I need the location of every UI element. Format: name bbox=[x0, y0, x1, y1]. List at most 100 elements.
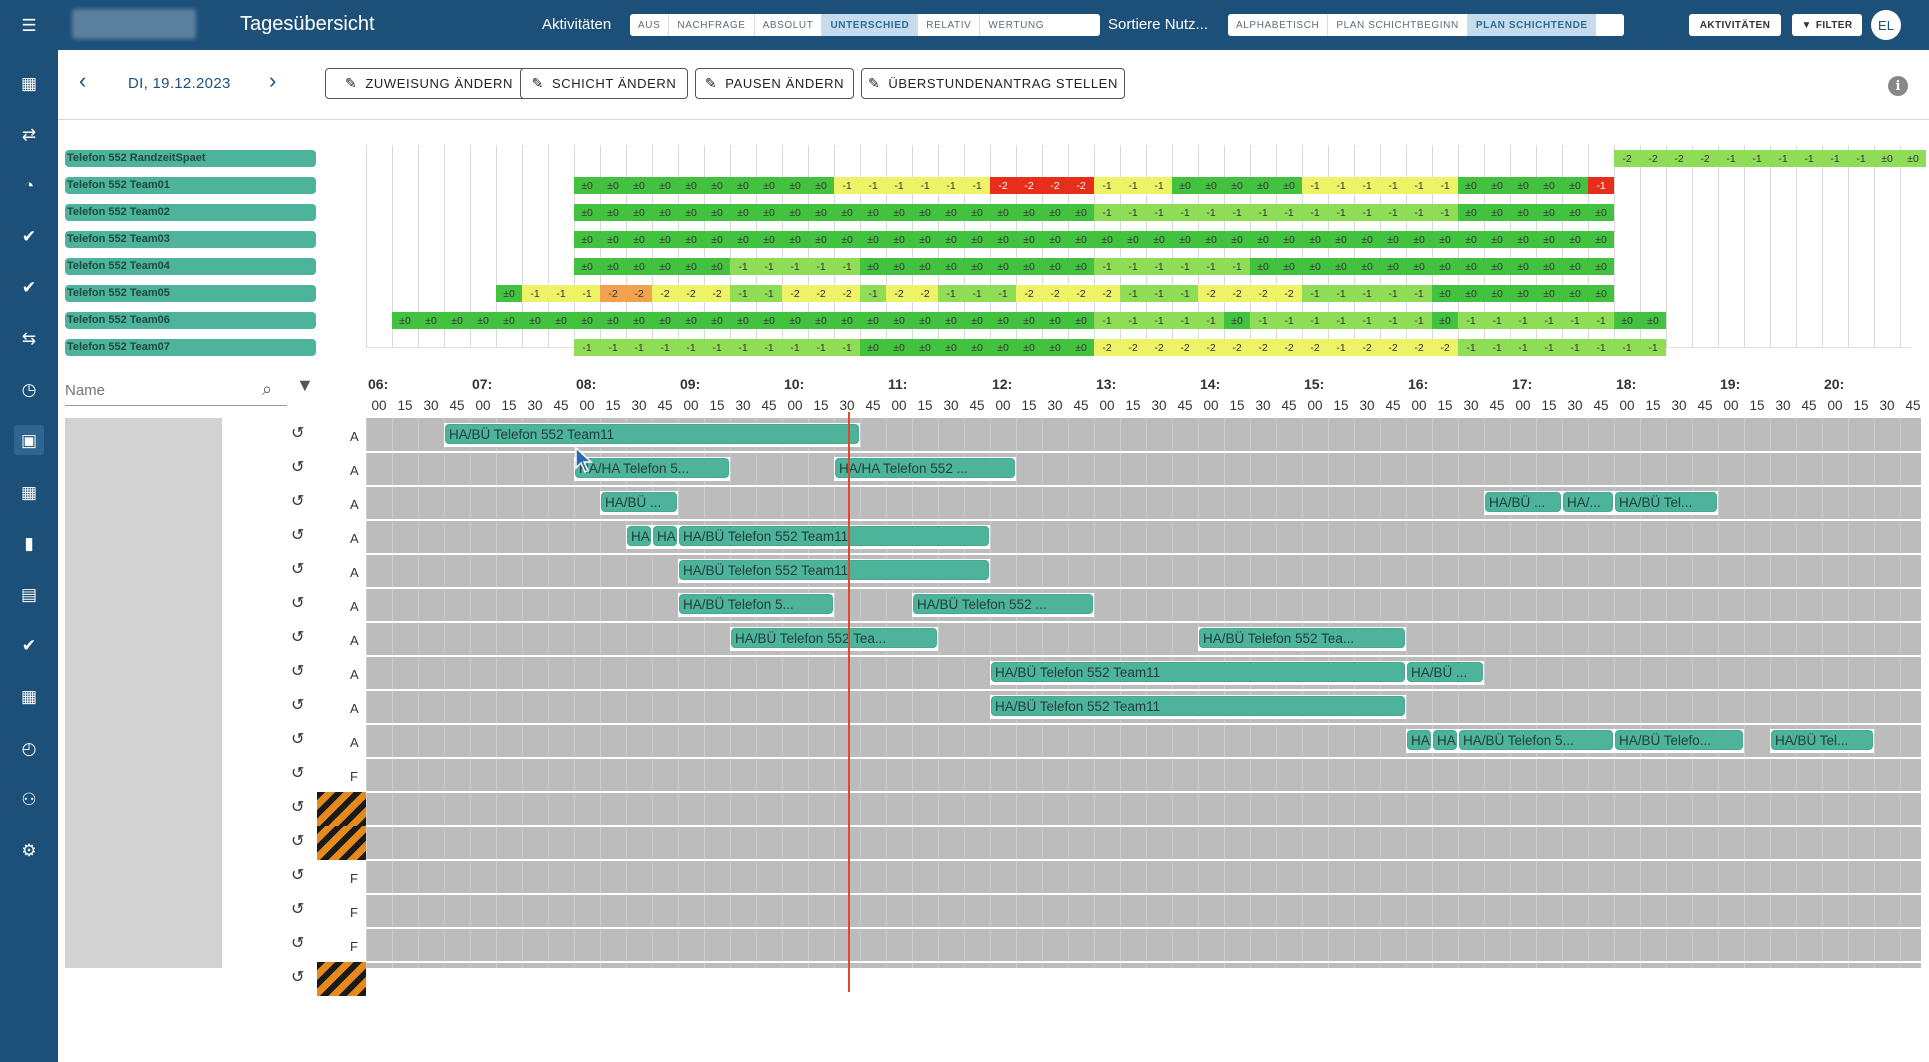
history-icon[interactable]: ↺ bbox=[291, 595, 305, 612]
history-icon[interactable]: ↺ bbox=[291, 663, 305, 680]
history-icon[interactable]: ↺ bbox=[291, 459, 305, 476]
shift-bar[interactable]: HA/BÜ ... bbox=[601, 492, 677, 512]
shift-bar[interactable]: HA/BÜ ... bbox=[1407, 662, 1483, 682]
transfer-icon[interactable]: ⇆ bbox=[21, 328, 37, 348]
change-assignment-button[interactable]: ✎ ZUWEISUNG ÄNDERN bbox=[325, 68, 533, 99]
history-icon[interactable]: ↺ bbox=[291, 969, 305, 986]
shift-bar[interactable]: HA/BÜ ... bbox=[1485, 492, 1561, 512]
demand-row-label[interactable]: Telefon 552 Team04 bbox=[65, 258, 316, 275]
shift-bar[interactable]: HA bbox=[1407, 730, 1431, 750]
calendar-grid-icon[interactable]: ▦ bbox=[20, 686, 38, 706]
demand-cell: ±0 bbox=[1432, 312, 1458, 329]
change-shift-button[interactable]: ✎ SCHICHT ÄNDERN bbox=[520, 68, 688, 99]
clock-icon[interactable]: ◷ bbox=[21, 379, 37, 399]
demand-cell: -1 bbox=[1250, 204, 1276, 221]
check-circle-icon[interactable]: ✔ bbox=[21, 226, 37, 246]
demand-row-label[interactable]: Telefon 552 RandzeitSpaet bbox=[65, 150, 316, 167]
swap-people-icon[interactable]: ⇄ bbox=[21, 124, 37, 144]
demand-row: Telefon 552 Team04 ±0 ±0 ±0 ±0 ±0 ±0 -1 -1 -1 -1 -1… bbox=[58, 253, 1929, 279]
calendar-icon[interactable]: ▦ bbox=[20, 73, 38, 93]
history-icon[interactable]: ↺ bbox=[291, 799, 305, 816]
shift-bar[interactable]: HA/BÜ Telefo... bbox=[1615, 730, 1743, 750]
shift-bar[interactable]: HA/BÜ Telefon 5... bbox=[1459, 730, 1613, 750]
user-avatar[interactable]: EL bbox=[1871, 10, 1901, 40]
group-icon[interactable]: ⚇ bbox=[21, 789, 37, 809]
history-icon[interactable]: ↺ bbox=[291, 561, 305, 578]
mode-button-nachfrage[interactable]: NACHFRAGE bbox=[669, 14, 755, 36]
mode-button-relativ[interactable]: RELATIV bbox=[918, 14, 981, 36]
history-icon[interactable]: ↺ bbox=[291, 867, 305, 884]
shift-bar[interactable]: HA bbox=[1433, 730, 1457, 750]
mode-button-wertung[interactable]: WERTUNG bbox=[988, 19, 1045, 31]
calendar-clock-icon[interactable]: ◴ bbox=[21, 738, 37, 758]
history-icon[interactable]: ↺ bbox=[291, 833, 305, 850]
hour-label: 14: bbox=[1200, 376, 1221, 392]
bar-chart-icon[interactable]: ▮ bbox=[24, 533, 34, 553]
shift-bar[interactable]: HA/BÜ Telefon 552 Team11 bbox=[991, 662, 1405, 682]
shift-bar[interactable]: HA/BÜ Telefon 552 Team11 bbox=[679, 560, 989, 580]
mode-button-absolut[interactable]: ABSOLUT bbox=[755, 14, 823, 36]
person-clock-icon[interactable]: ◔ bbox=[23, 175, 35, 195]
shift-bar[interactable]: HA/... bbox=[1563, 492, 1613, 512]
history-icon[interactable]: ↺ bbox=[291, 935, 305, 952]
search-icon[interactable]: ⌕ bbox=[262, 379, 273, 399]
shift-bar[interactable]: HA bbox=[627, 526, 651, 546]
sort-button-plan-schichtbeginn[interactable]: PLAN SCHICHTBEGINN bbox=[1328, 14, 1468, 36]
demand-row-label[interactable]: Telefon 552 Team05 bbox=[65, 285, 316, 302]
shift-bar[interactable]: HA/BÜ Telefon 552 Tea... bbox=[1199, 628, 1405, 648]
minute-label: 00 bbox=[1411, 398, 1427, 413]
date-label[interactable]: DI, 19.12.2023 bbox=[128, 75, 231, 92]
demand-cell: ±0 bbox=[990, 339, 1016, 356]
check-circle-icon[interactable]: ✔ bbox=[21, 635, 37, 655]
demand-row-label[interactable]: Telefon 552 Team07 bbox=[65, 339, 316, 356]
check-circle-icon[interactable]: ✔ bbox=[21, 277, 37, 297]
shift-bar[interactable]: HA/BÜ Telefon 552 Team11 bbox=[679, 526, 989, 546]
calendar-icon[interactable]: ▦ bbox=[20, 482, 38, 502]
demand-cell: -1 bbox=[912, 177, 938, 194]
shift-bar[interactable]: HA/BÜ Telefon 552 Tea... bbox=[731, 628, 937, 648]
next-day-icon[interactable]: › bbox=[269, 68, 277, 93]
demand-row-label[interactable]: Telefon 552 Team06 bbox=[65, 312, 316, 329]
demand-row-label[interactable]: Telefon 552 Team01 bbox=[65, 177, 316, 194]
settings-icon[interactable]: ⚙ bbox=[21, 840, 37, 860]
shift-bar[interactable]: HA bbox=[653, 526, 677, 546]
demand-row-label[interactable]: Telefon 552 Team02 bbox=[65, 204, 316, 221]
demand-row-label[interactable]: Telefon 552 Team03 bbox=[65, 231, 316, 248]
shift-bar[interactable]: HA/BÜ Telefon 5... bbox=[679, 594, 833, 614]
name-search-input[interactable] bbox=[65, 378, 245, 402]
history-icon[interactable]: ↺ bbox=[291, 697, 305, 714]
history-icon[interactable]: ↺ bbox=[291, 731, 305, 748]
shift-bar[interactable]: HA/BÜ Telefon 552 ... bbox=[913, 594, 1093, 614]
prev-day-icon[interactable]: ‹ bbox=[79, 68, 87, 93]
sort-button-alphabetisch[interactable]: ALPHABETISCH bbox=[1228, 14, 1329, 36]
shift-bar[interactable]: HA/BÜ Tel... bbox=[1615, 492, 1717, 512]
history-icon[interactable]: ↺ bbox=[291, 765, 305, 782]
calendar-day-icon[interactable]: ▣ bbox=[14, 425, 44, 455]
history-icon[interactable]: ↺ bbox=[291, 425, 305, 442]
demand-cell: ±0 bbox=[1432, 231, 1458, 248]
mode-button-aus[interactable]: AUS bbox=[630, 14, 670, 36]
history-icon[interactable]: ↺ bbox=[291, 527, 305, 544]
change-breaks-button[interactable]: ✎ PAUSEN ÄNDERN bbox=[695, 68, 854, 99]
shift-bar[interactable]: HA/BÜ Telefon 552 Team11 bbox=[445, 424, 859, 444]
overtime-request-button[interactable]: ✎ ÜBERSTUNDENANTRAG STELLEN bbox=[861, 68, 1125, 99]
filter-button[interactable]: ▼ FILTER bbox=[1792, 14, 1862, 36]
sort-button-plan-schichtende[interactable]: PLAN SCHICHTENDE bbox=[1467, 14, 1596, 36]
history-icon[interactable]: ↺ bbox=[291, 629, 305, 646]
shift-bar[interactable]: HA/HA Telefon 5... bbox=[575, 458, 729, 478]
menu-icon[interactable]: ☰ bbox=[21, 15, 37, 35]
demand-cell: -1 bbox=[938, 177, 964, 194]
activities-button[interactable]: AKTIVITÄTEN bbox=[1689, 14, 1781, 36]
shift-bar[interactable]: HA/HA Telefon 552 ... bbox=[835, 458, 1015, 478]
clipboard-icon[interactable]: ▤ bbox=[20, 584, 38, 604]
history-icon[interactable]: ↺ bbox=[291, 901, 305, 918]
filter-icon[interactable]: ▼ bbox=[296, 375, 314, 395]
info-icon[interactable]: i bbox=[1888, 76, 1908, 96]
mode-button-unterschied[interactable]: UNTERSCHIED bbox=[822, 14, 919, 36]
minute-label: 15 bbox=[1853, 398, 1869, 413]
history-icon[interactable]: ↺ bbox=[291, 493, 305, 510]
shift-bar[interactable]: HA/BÜ Telefon 552 Team11 bbox=[991, 696, 1405, 716]
demand-cell: -1 bbox=[1536, 312, 1562, 329]
demand-cell: -1 bbox=[678, 339, 704, 356]
shift-bar[interactable]: HA/BÜ Tel... bbox=[1771, 730, 1873, 750]
